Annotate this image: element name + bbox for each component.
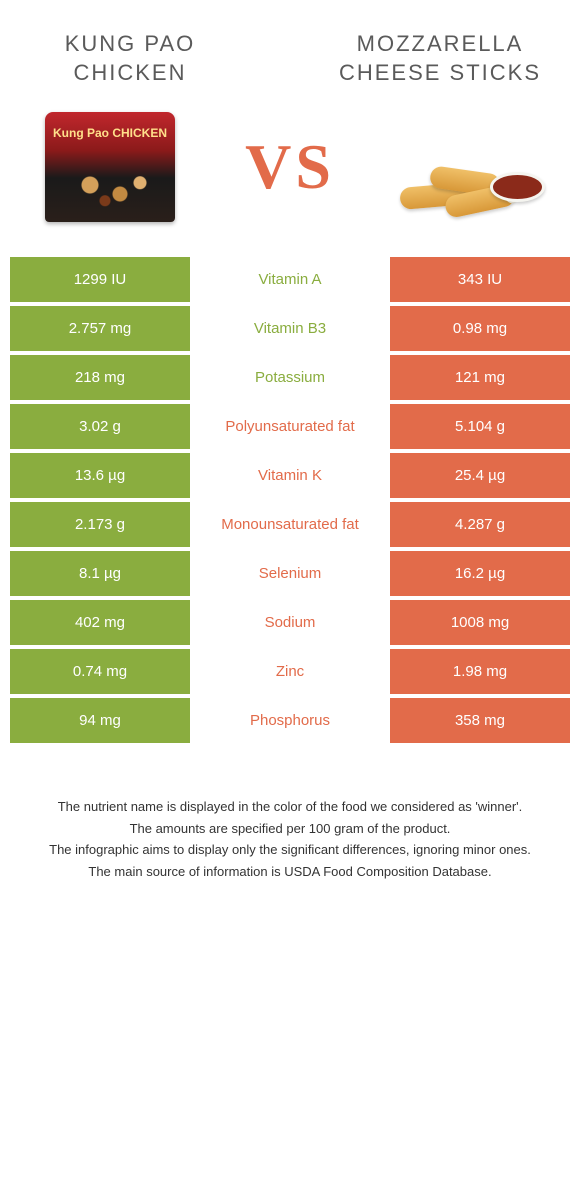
nutrient-right-value: 1.98 mg xyxy=(390,649,570,694)
footnotes: The nutrient name is displayed in the co… xyxy=(0,747,580,903)
vs-label: VS xyxy=(245,130,335,204)
nutrient-right-value: 25.4 µg xyxy=(390,453,570,498)
nutrient-name: Phosphorus xyxy=(190,698,390,743)
nutrient-row: 2.173 gMonounsaturated fat4.287 g xyxy=(10,502,570,547)
nutrient-row: 218 mgPotassium121 mg xyxy=(10,355,570,400)
nutrient-left-value: 218 mg xyxy=(10,355,190,400)
mozzarella-sticks-icon xyxy=(390,117,550,217)
nutrient-right-value: 343 IU xyxy=(390,257,570,302)
nutrient-name: Polyunsaturated fat xyxy=(190,404,390,449)
food-image-left xyxy=(30,107,190,227)
nutrient-right-value: 5.104 g xyxy=(390,404,570,449)
food-title-left: Kung Pao Chicken xyxy=(30,30,230,87)
nutrient-row: 0.74 mgZinc1.98 mg xyxy=(10,649,570,694)
nutrient-row: 13.6 µgVitamin K25.4 µg xyxy=(10,453,570,498)
nutrient-right-value: 16.2 µg xyxy=(390,551,570,596)
nutrient-right-value: 1008 mg xyxy=(390,600,570,645)
nutrient-right-value: 4.287 g xyxy=(390,502,570,547)
nutrient-name: Vitamin K xyxy=(190,453,390,498)
nutrient-row: 94 mgPhosphorus358 mg xyxy=(10,698,570,743)
footnote-line: The main source of information is USDA F… xyxy=(30,862,550,882)
nutrient-name: Zinc xyxy=(190,649,390,694)
nutrient-left-value: 2.173 g xyxy=(10,502,190,547)
nutrient-left-value: 3.02 g xyxy=(10,404,190,449)
nutrient-left-value: 94 mg xyxy=(10,698,190,743)
footnote-line: The infographic aims to display only the… xyxy=(30,840,550,860)
nutrient-left-value: 402 mg xyxy=(10,600,190,645)
nutrient-name: Sodium xyxy=(190,600,390,645)
nutrient-name: Monounsaturated fat xyxy=(190,502,390,547)
nutrient-left-value: 13.6 µg xyxy=(10,453,190,498)
nutrient-row: 402 mgSodium1008 mg xyxy=(10,600,570,645)
nutrient-right-value: 0.98 mg xyxy=(390,306,570,351)
nutrient-name: Vitamin A xyxy=(190,257,390,302)
nutrient-right-value: 121 mg xyxy=(390,355,570,400)
nutrient-table: 1299 IUVitamin A343 IU2.757 mgVitamin B3… xyxy=(0,257,580,743)
nutrient-right-value: 358 mg xyxy=(390,698,570,743)
nutrient-row: 3.02 gPolyunsaturated fat5.104 g xyxy=(10,404,570,449)
nutrient-left-value: 0.74 mg xyxy=(10,649,190,694)
image-row: VS xyxy=(0,97,580,257)
nutrient-name: Vitamin B3 xyxy=(190,306,390,351)
food-image-right xyxy=(390,107,550,227)
nutrient-left-value: 8.1 µg xyxy=(10,551,190,596)
footnote-line: The nutrient name is displayed in the co… xyxy=(30,797,550,817)
nutrient-row: 1299 IUVitamin A343 IU xyxy=(10,257,570,302)
footnote-line: The amounts are specified per 100 gram o… xyxy=(30,819,550,839)
header: Kung Pao Chicken Mozzarella cheese stick… xyxy=(0,0,580,97)
nutrient-name: Potassium xyxy=(190,355,390,400)
nutrient-row: 8.1 µgSelenium16.2 µg xyxy=(10,551,570,596)
food-title-right: Mozzarella cheese sticks xyxy=(330,30,550,87)
nutrient-name: Selenium xyxy=(190,551,390,596)
nutrient-row: 2.757 mgVitamin B30.98 mg xyxy=(10,306,570,351)
kung-pao-package-icon xyxy=(45,112,175,222)
nutrient-left-value: 2.757 mg xyxy=(10,306,190,351)
nutrient-left-value: 1299 IU xyxy=(10,257,190,302)
